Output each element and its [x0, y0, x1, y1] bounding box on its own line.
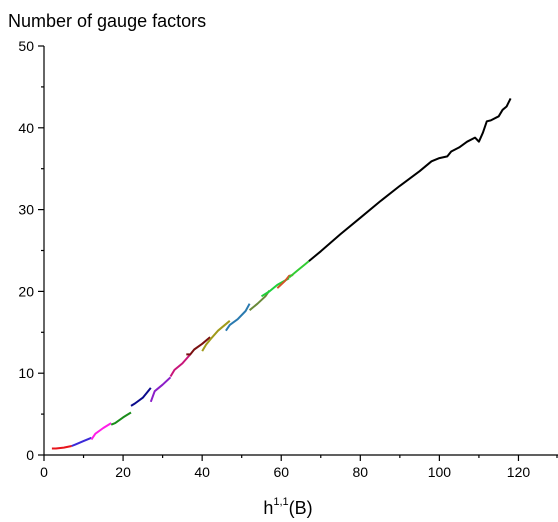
x-tick-label: 0 — [40, 464, 48, 480]
series-line-9 — [201, 320, 231, 352]
x-tick-label: 20 — [115, 464, 131, 480]
series-line-15 — [308, 97, 512, 262]
series-line-4 — [110, 411, 132, 426]
series-line-3 — [90, 422, 112, 441]
y-tick-label: 0 — [26, 447, 34, 463]
y-tick-label: 20 — [18, 283, 34, 299]
series-line-7 — [169, 353, 192, 378]
series-line-6 — [149, 376, 172, 403]
x-axis-title-superscript: 1,1 — [273, 496, 288, 508]
series-line-10 — [225, 303, 251, 332]
series-line-5 — [130, 387, 152, 407]
y-tick-label: 10 — [18, 365, 34, 381]
series-line-1 — [51, 445, 72, 450]
series-group — [51, 97, 512, 450]
x-tick-label: 80 — [353, 464, 369, 480]
y-ticks: 0 10 20 30 40 50 — [18, 38, 44, 463]
series-line-2 — [71, 436, 92, 447]
series-line-8 — [186, 336, 211, 356]
y-tick-label: 30 — [18, 202, 34, 218]
y-tick-label: 40 — [18, 120, 34, 136]
x-axis-title-base: h — [263, 498, 273, 518]
x-ticks: 0 20 40 60 80 100 120 — [40, 455, 558, 480]
x-axis-title: h1,1(B) — [263, 496, 312, 518]
y-axis-title: Number of gauge factors — [8, 11, 206, 31]
y-tick-label: 50 — [18, 38, 34, 54]
x-axis-title-suffix: (B) — [289, 498, 313, 518]
series-line-14 — [288, 260, 310, 279]
x-tick-label: 40 — [194, 464, 210, 480]
x-tick-label: 120 — [507, 464, 531, 480]
axes: 0 20 40 60 80 100 120 0 10 20 30 40 50 — [18, 38, 558, 480]
x-tick-label: 100 — [428, 464, 452, 480]
x-tick-label: 60 — [273, 464, 289, 480]
